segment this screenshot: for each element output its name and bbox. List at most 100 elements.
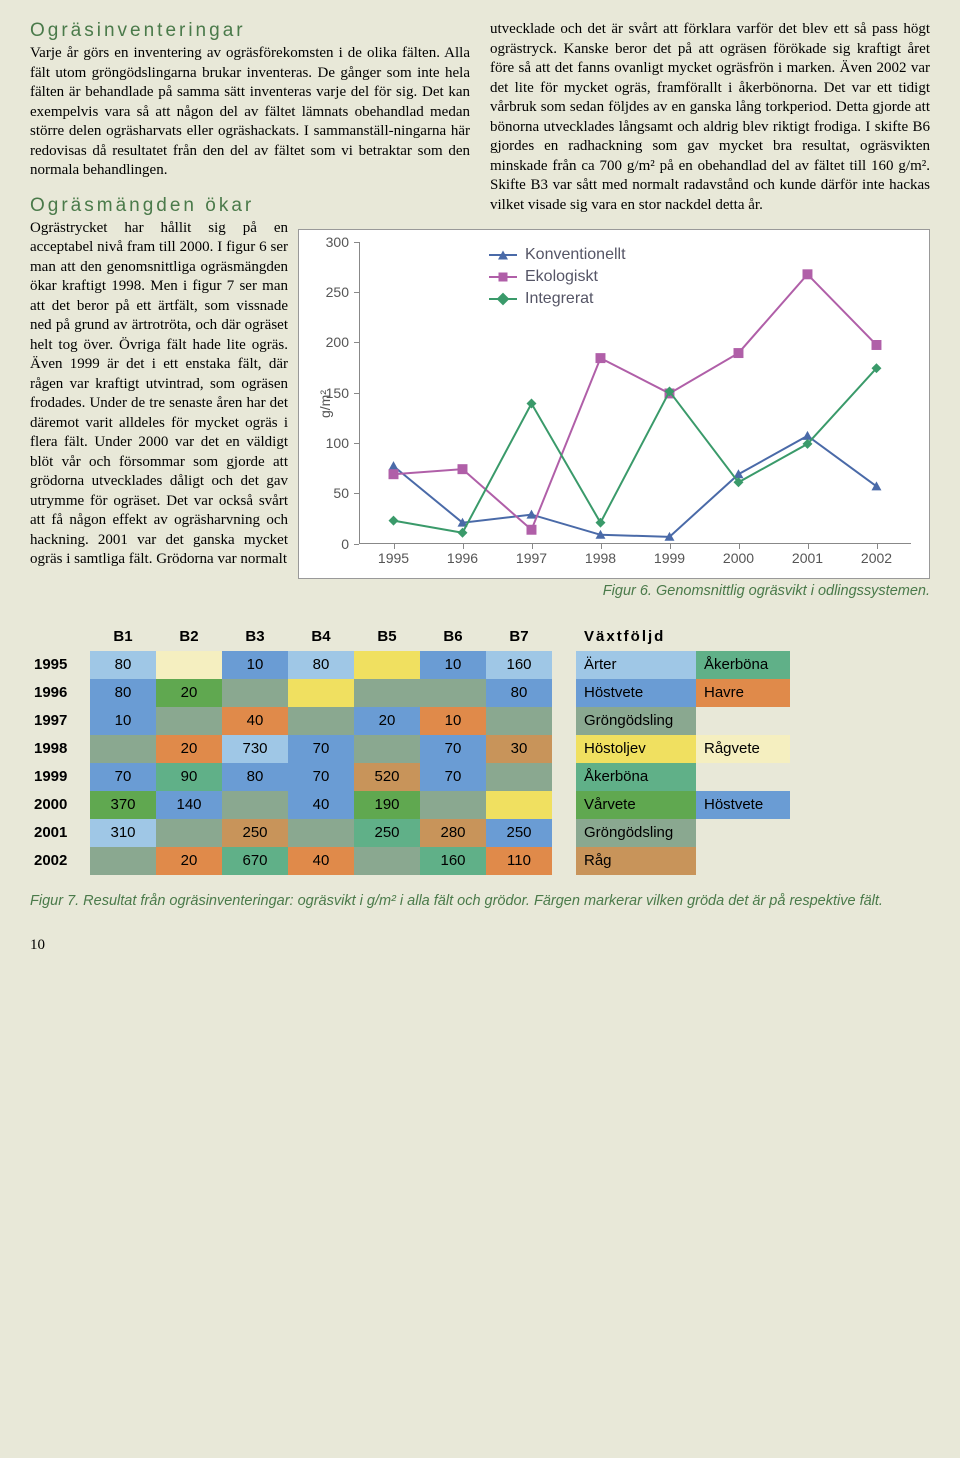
year-cell: 1995 [30, 651, 90, 679]
data-cell [156, 819, 222, 847]
y-tick: 150 [326, 385, 349, 401]
data-cell: 160 [420, 847, 486, 875]
data-cell [90, 847, 156, 875]
chart-block: g/m² 050100150200250300 1995199619971998… [298, 219, 930, 599]
plot-area: KonventionelltEkologisktIntegrerat [359, 242, 911, 544]
legend-cell [696, 819, 790, 847]
year-cell: 1996 [30, 679, 90, 707]
col-header: B3 [222, 623, 288, 651]
legend-cell: Gröngödsling [576, 707, 696, 735]
data-cell: 10 [222, 651, 288, 679]
y-tick: 0 [341, 536, 349, 552]
page-number: 10 [30, 937, 930, 954]
table-row: 19997090807052070 [30, 763, 552, 791]
col-header: B6 [420, 623, 486, 651]
data-cell: 250 [222, 819, 288, 847]
legend-item: Konventionellt [489, 244, 626, 266]
table-row: 2001310250250280250 [30, 819, 552, 847]
table-header-row: B1B2B3B4B5B6B7 [30, 623, 552, 651]
legend-cell: Vårvete [576, 791, 696, 819]
data-cell: 190 [354, 791, 420, 819]
data-cell: 80 [222, 763, 288, 791]
legend-cell: Åkerböna [696, 651, 790, 679]
data-cell: 80 [288, 651, 354, 679]
data-cell: 70 [420, 763, 486, 791]
x-tick: 1997 [516, 550, 547, 566]
data-cell: 80 [90, 679, 156, 707]
legend-row: HöstoljevRågvete [576, 735, 790, 763]
legend-cell: Åkerböna [576, 763, 696, 791]
table-row: 2000370140 40190 [30, 791, 552, 819]
x-tick: 1996 [447, 550, 478, 566]
legend-header: Växtföljd [576, 623, 790, 651]
x-ticks: 19951996199719981999200020012002 [359, 550, 911, 570]
data-cell [222, 679, 288, 707]
y-tick: 250 [326, 284, 349, 300]
data-cell [486, 707, 552, 735]
data-cell: 40 [288, 847, 354, 875]
col-header: B7 [486, 623, 552, 651]
data-cell [354, 651, 420, 679]
data-cell: 140 [156, 791, 222, 819]
col-header: B4 [288, 623, 354, 651]
line-chart: g/m² 050100150200250300 1995199619971998… [298, 229, 930, 579]
section1-body: Varje år görs en inventering av ogräsför… [30, 44, 470, 181]
legend-row: Gröngödsling [576, 707, 790, 735]
data-cell: 70 [288, 763, 354, 791]
legend-cell: Ärter [576, 651, 696, 679]
x-tick: 1995 [378, 550, 409, 566]
year-cell: 2000 [30, 791, 90, 819]
y-tick: 100 [326, 435, 349, 451]
data-cell [222, 791, 288, 819]
data-cell: 280 [420, 819, 486, 847]
table-row: 1996802080 [30, 679, 552, 707]
year-cell: 1997 [30, 707, 90, 735]
table-row: 199820730707030 [30, 735, 552, 763]
legend-cell [696, 707, 790, 735]
left-column: Ogräsinventeringar Varje år görs en inve… [30, 20, 470, 219]
x-tick: 2000 [723, 550, 754, 566]
legend-cell: Gröngödsling [576, 819, 696, 847]
data-cell [90, 735, 156, 763]
data-cell [486, 791, 552, 819]
data-table-b: B1B2B3B4B5B6B719958010801016019968020801… [30, 623, 552, 875]
section1-title: Ogräsinventeringar [30, 20, 470, 42]
legend-row: ÄrterÅkerböna [576, 651, 790, 679]
legend-header-row: Växtföljd [576, 623, 790, 651]
legend-item: Integrerat [489, 288, 626, 310]
legend-cell [696, 763, 790, 791]
x-tick: 2002 [861, 550, 892, 566]
data-cell [288, 707, 354, 735]
data-cell [354, 735, 420, 763]
data-cell: 310 [90, 819, 156, 847]
legend-cell: Rågvete [696, 735, 790, 763]
legend-item: Ekologiskt [489, 266, 626, 288]
data-cell: 370 [90, 791, 156, 819]
data-cell [156, 651, 222, 679]
data-cell [420, 791, 486, 819]
legend-cell: Höstvete [696, 791, 790, 819]
legend-cell [696, 847, 790, 875]
legend-row: Åkerböna [576, 763, 790, 791]
data-cell: 80 [486, 679, 552, 707]
table-row: 199580108010160 [30, 651, 552, 679]
data-cell [156, 707, 222, 735]
data-cell: 70 [288, 735, 354, 763]
figure6-caption: Figur 6. Genomsnittlig ogräsvikt i odlin… [298, 583, 930, 599]
data-cell [288, 819, 354, 847]
y-tick: 200 [326, 334, 349, 350]
y-ticks: 050100150200250300 [299, 242, 355, 544]
col-header: B1 [90, 623, 156, 651]
section2-title: Ogräsmängden ökar [30, 195, 470, 217]
tables-row: B1B2B3B4B5B6B719958010801016019968020801… [30, 623, 930, 875]
year-cell: 2001 [30, 819, 90, 847]
data-cell: 670 [222, 847, 288, 875]
legend-cell: Höstvete [576, 679, 696, 707]
data-cell: 20 [156, 679, 222, 707]
table-row: 20022067040160110 [30, 847, 552, 875]
year-cell: 1998 [30, 735, 90, 763]
data-cell: 730 [222, 735, 288, 763]
data-cell [420, 679, 486, 707]
x-tick: 1998 [585, 550, 616, 566]
data-cell: 40 [288, 791, 354, 819]
